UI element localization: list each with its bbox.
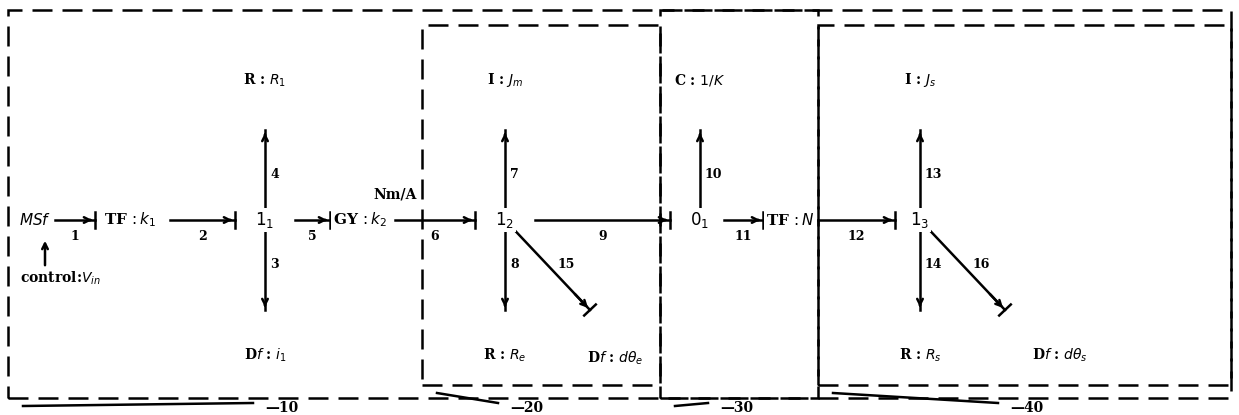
Text: control:$V_{in}$: control:$V_{in}$ [20,269,100,287]
Text: 14: 14 [926,259,943,271]
Text: 9: 9 [598,230,607,243]
Text: —30: —30 [720,401,753,415]
Text: $1_2$: $1_2$ [496,210,514,230]
Bar [818,25,1232,385]
Text: 10: 10 [705,168,722,181]
Text: TF$\,:N$: TF$\,:N$ [766,212,814,228]
Text: —20: —20 [510,401,543,415]
Text: 4: 4 [270,168,279,181]
Text: $1_1$: $1_1$ [255,210,275,230]
Text: 13: 13 [926,168,943,181]
Text: 15: 15 [558,259,575,271]
Text: TF$\,:k_1$: TF$\,:k_1$ [104,211,156,229]
Text: I : $J_m$: I : $J_m$ [487,71,523,89]
Bar [660,10,818,398]
Text: 1: 1 [71,230,79,243]
Text: D$f$ : $d\theta_s$: D$f$ : $d\theta_s$ [1032,346,1088,364]
Bar [422,25,660,385]
Text: $MSf$: $MSf$ [19,212,51,228]
Text: R : $R_1$: R : $R_1$ [243,71,286,89]
Text: 12: 12 [847,230,865,243]
Text: 16: 16 [973,259,990,271]
Text: I : $J_s$: I : $J_s$ [904,71,937,89]
Text: —40: —40 [1010,401,1043,415]
Text: 8: 8 [510,259,519,271]
Text: 3: 3 [270,259,279,271]
Text: Nm/A: Nm/A [373,188,416,202]
Text: —10: —10 [265,401,299,415]
Text: 11: 11 [735,230,752,243]
Text: 6: 6 [431,230,440,243]
Text: $1_3$: $1_3$ [911,210,929,230]
Text: GY$\,:k_2$: GY$\,:k_2$ [333,211,387,229]
Text: 2: 2 [198,230,207,243]
Text: R : $R_s$: R : $R_s$ [898,346,942,364]
Text: D$f$ : $d\theta_e$: D$f$ : $d\theta_e$ [587,349,643,367]
Text: 7: 7 [510,168,519,181]
Text: C : $1/K$: C : $1/K$ [674,72,726,88]
Text: 5: 5 [309,230,317,243]
Text: $0_1$: $0_1$ [690,210,710,230]
Text: D$f$ : $i_1$: D$f$ : $i_1$ [244,346,286,364]
Text: R : $R_e$: R : $R_e$ [483,346,527,364]
